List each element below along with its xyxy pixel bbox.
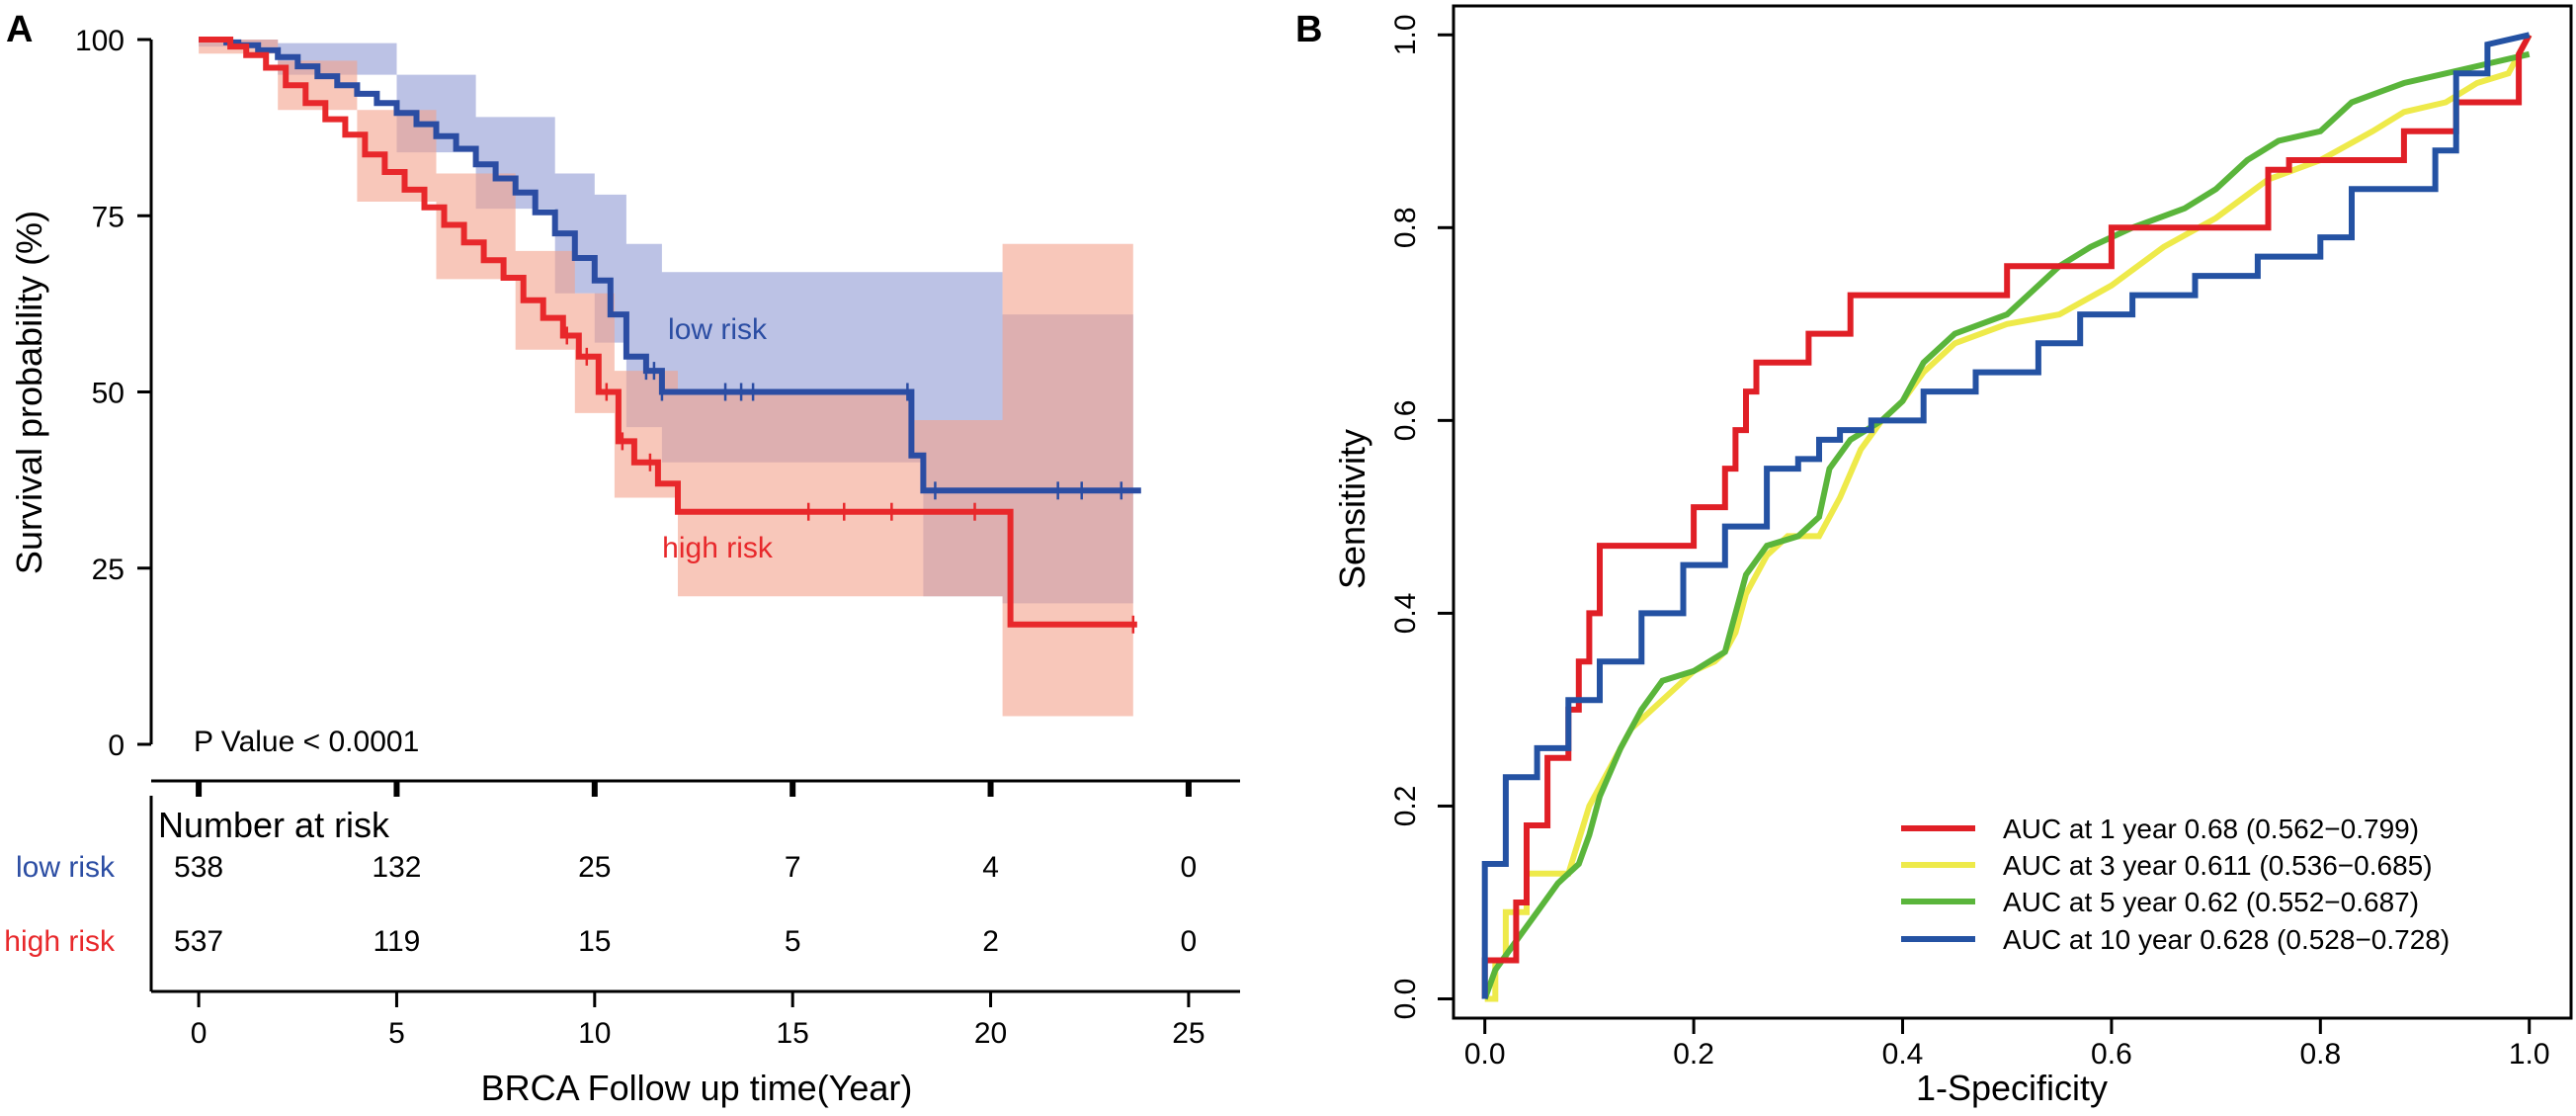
risk-count: 5 [785,925,801,958]
risk-count: 25 [578,851,611,884]
legend-label: AUC at 3 year 0.611 (0.536−0.685) [2003,850,2433,881]
roc-y-tick-label: 0.8 [1389,207,1422,248]
survival-curve-high-risk [199,37,1137,628]
km-x-tick-label: 15 [776,1017,808,1050]
roc-y-ticks: 0.0 0.2 0.4 0.6 0.8 1.0 [1389,14,1454,1019]
roc-y-tick-label: 0.2 [1389,786,1422,827]
risk-count: 2 [982,925,999,958]
roc-x-axis-label: 1-Specificity [1916,1068,2108,1108]
km-x-ticks-top [196,781,1192,797]
roc-x-tick-label: 0.0 [1464,1038,1506,1071]
legend-label: AUC at 10 year 0.628 (0.528−0.728) [2003,924,2450,955]
roc-curve-auc-3y [1484,33,2533,1002]
km-y-axis-label: Survival probability (%) [9,211,49,574]
risk-count: 119 [374,925,421,958]
km-series-label-low-risk: low risk [668,313,768,346]
risk-count: 0 [1181,851,1198,884]
km-y-tick-label: 75 [92,201,125,233]
roc-plot-frame [1452,4,2573,1020]
risk-table: low risk 538 132 25 7 4 0 high risk 537 119 15 5 2 0 [4,851,1197,958]
legend-label: AUC at 1 year 0.68 (0.562−0.799) [2003,814,2419,844]
km-x-tick-label: 5 [388,1017,405,1050]
roc-x-tick-label: 0.6 [2091,1038,2132,1071]
roc-curve-auc-5y [1481,50,2531,1000]
km-x-tick-label: 25 [1172,1017,1205,1050]
roc-curve-auc-1y [1481,33,2533,999]
panel-label-a: A [6,9,33,50]
ci-band-high-risk [199,40,1133,717]
roc-x-tick-label: 0.4 [1882,1038,1924,1071]
roc-legend: AUC at 1 year 0.68 (0.562−0.799) AUC at 3… [1901,814,2450,955]
km-x-tick-label: 10 [578,1017,611,1050]
km-y-tick-label: 25 [92,554,125,586]
roc-curves [1481,32,2533,1002]
km-series-label-high-risk: high risk [662,532,774,564]
roc-curve-auc-10y [1481,32,2531,999]
p-value-annotation: P Value < 0.0001 [194,726,419,758]
roc-x-tick-label: 1.0 [2509,1038,2550,1071]
risk-count: 7 [785,851,801,884]
survival-curve-low-risk [199,37,1141,494]
km-y-tick-label: 0 [108,730,125,762]
ci-band-low-risk [199,40,1133,604]
risk-table-title: Number at risk [158,805,390,845]
roc-y-tick-label: 0.4 [1389,593,1422,635]
km-y-tick-label: 100 [75,25,125,57]
risk-count: 132 [372,851,421,884]
km-confidence-bands [199,40,1133,717]
roc-panel: B 0.00.20.40.60.81.0 0.0 0.2 0.4 0.6 0.8 1.0 … [1295,4,2573,1108]
roc-y-axis-label: Sensitivity [1332,429,1372,589]
risk-count: 4 [982,851,999,884]
risk-count: 0 [1181,925,1198,958]
km-y-tick-label: 50 [92,378,125,410]
km-censor-marks [565,326,1135,634]
km-x-tick-label: 20 [974,1017,1007,1050]
risk-count: 538 [174,851,223,884]
km-x-axis-label: BRCA Follow up time(Year) [481,1068,913,1108]
roc-x-ticks: 0.0 0.2 0.4 0.6 0.8 1.0 [1464,1018,2550,1071]
km-y-ticks: 0 25 50 75 100 [75,25,151,762]
legend-label: AUC at 5 year 0.62 (0.552−0.687) [2003,887,2419,917]
roc-y-tick-label: 0.0 [1389,979,1422,1020]
km-x-ticks-bottom: 0 5 10 15 20 25 [191,991,1205,1050]
km-survival-curves [199,37,1141,628]
roc-x-tick-label: 0.2 [1673,1038,1714,1071]
risk-row-label: high risk [4,925,116,958]
risk-count: 537 [174,925,223,958]
km-x-tick-label: 0 [191,1017,208,1050]
roc-y-tick-label: 1.0 [1389,14,1422,55]
roc-x-tick-label: 0.8 [2299,1038,2341,1071]
roc-y-tick-label: 0.6 [1389,400,1422,442]
panel-label-b: B [1295,9,1322,50]
risk-count: 15 [578,925,611,958]
risk-row-label: low risk [16,851,116,884]
